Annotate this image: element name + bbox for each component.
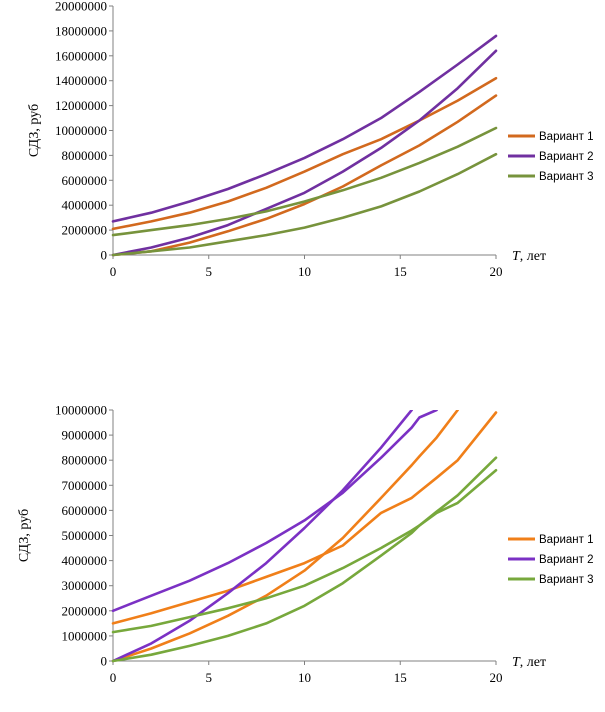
x-tick-label: 0 [110, 670, 117, 685]
series-line-вариант-1 [111, 76, 498, 231]
y-tick-label: 2000000 [62, 603, 108, 618]
series-line-вариант-3 [111, 152, 498, 257]
y-tick-label: 16000000 [55, 48, 107, 63]
x-tick-label: 15 [394, 264, 407, 279]
x-tick-label: 10 [298, 670, 311, 685]
series-line-вариант-1 [111, 94, 498, 257]
x-tick-label: 0 [110, 264, 117, 279]
series-line-вариант-3 [111, 126, 498, 237]
x-tick-label: 5 [206, 264, 213, 279]
chart-top: 0 2000000 4000000 6000000 8000000 10000000 120… [27, 0, 594, 279]
series-line-вариант-3 [111, 456, 498, 663]
y-tick-label: 7000000 [62, 478, 108, 493]
y-tick-label: 1000000 [62, 628, 108, 643]
y-tick-label: 6000000 [62, 503, 108, 518]
legend-label: Вариант 3 [539, 574, 594, 586]
x-axis-title: T, лет [512, 249, 546, 264]
series-line-вариант-1 [111, 410, 459, 663]
y-tick-label: 10000000 [55, 403, 107, 418]
series-line-вариант-2 [111, 410, 413, 663]
legend-label: Вариант 2 [539, 554, 594, 566]
x-axis-title-symbol: T [512, 655, 521, 670]
y-tick-label: 4000000 [62, 553, 108, 568]
y-tick-label: 6000000 [62, 173, 108, 188]
y-tick-label: 8000000 [62, 148, 108, 163]
y-axis-title: СДЗ, руб [17, 509, 32, 562]
x-tick-label: 20 [490, 264, 503, 279]
x-axis-title-symbol: T [512, 249, 521, 264]
y-tick-label: 20000000 [55, 0, 107, 14]
y-tick-label: 0 [101, 248, 108, 263]
legend-label: Вариант 3 [539, 171, 594, 183]
y-tick-label: 8000000 [62, 453, 108, 468]
x-tick-label: 15 [394, 670, 407, 685]
x-axis-title-unit: , лет [520, 249, 546, 264]
x-tick-label: 5 [206, 670, 213, 685]
series-line-вариант-1 [111, 411, 498, 625]
series-line-вариант-2 [111, 34, 498, 223]
x-axis-title-unit: , лет [520, 655, 546, 670]
legend-label: Вариант 1 [539, 131, 594, 143]
y-tick-label: 9000000 [62, 428, 108, 443]
series-group [111, 410, 498, 663]
series-group [111, 34, 498, 257]
y-tick-label: 14000000 [55, 73, 107, 88]
y-tick-label: 18000000 [55, 23, 107, 38]
y-tick-label: 0 [101, 654, 108, 669]
y-tick-label: 5000000 [62, 528, 108, 543]
chart-bottom: 0 1000000 2000000 3000000 4000000 5000000 6000… [17, 403, 594, 686]
y-axis-title: СДЗ, руб [27, 104, 42, 157]
legend-label: Вариант 2 [539, 151, 594, 163]
y-tick-label: 4000000 [62, 198, 108, 213]
x-axis-title: T, лет [512, 655, 546, 670]
y-tick-label: 2000000 [62, 223, 108, 238]
y-tick-label: 10000000 [55, 123, 107, 138]
legend-label: Вариант 1 [539, 534, 594, 546]
x-tick-label: 10 [298, 264, 311, 279]
y-tick-label: 3000000 [62, 578, 108, 593]
series-line-вариант-2 [111, 410, 438, 613]
y-tick-label: 12000000 [55, 98, 107, 113]
x-tick-label: 20 [490, 670, 503, 685]
series-line-вариант-2 [111, 49, 498, 257]
